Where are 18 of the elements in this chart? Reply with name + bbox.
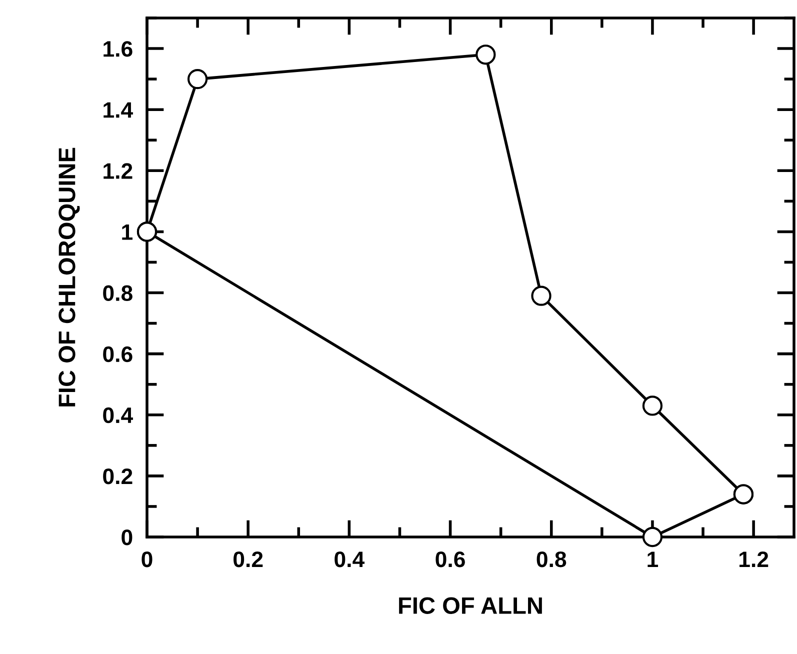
y-tick-label: 1.4 [104, 102, 133, 118]
y-tick-label: 0.4 [103, 407, 133, 424]
y-tick-label: 1.6 [104, 41, 132, 57]
x-tick-label: 0.8 [536, 551, 566, 568]
x-tick-label: 0.4 [334, 551, 365, 568]
x-tick-label: 0.6 [436, 551, 465, 568]
y-tick-label: 1.2 [104, 163, 132, 179]
y-tick-label: 0.2 [103, 468, 132, 484]
x-axis-title: FIC OF ALLN [399, 597, 542, 614]
y-tick-label: 0.8 [103, 285, 132, 302]
x-tick-label: 1.2 [740, 551, 768, 567]
x-tick-label: 0.2 [234, 551, 263, 568]
y-axis-title: FIC OF CHLOROQUINE [58, 148, 80, 406]
y-tick-label: 0.6 [103, 346, 132, 362]
y-tick-label: 0 [122, 530, 132, 546]
x-tick-label: 1 [648, 552, 658, 567]
y-tick-label: 1 [122, 224, 132, 240]
x-tick-label: 0 [142, 551, 152, 568]
